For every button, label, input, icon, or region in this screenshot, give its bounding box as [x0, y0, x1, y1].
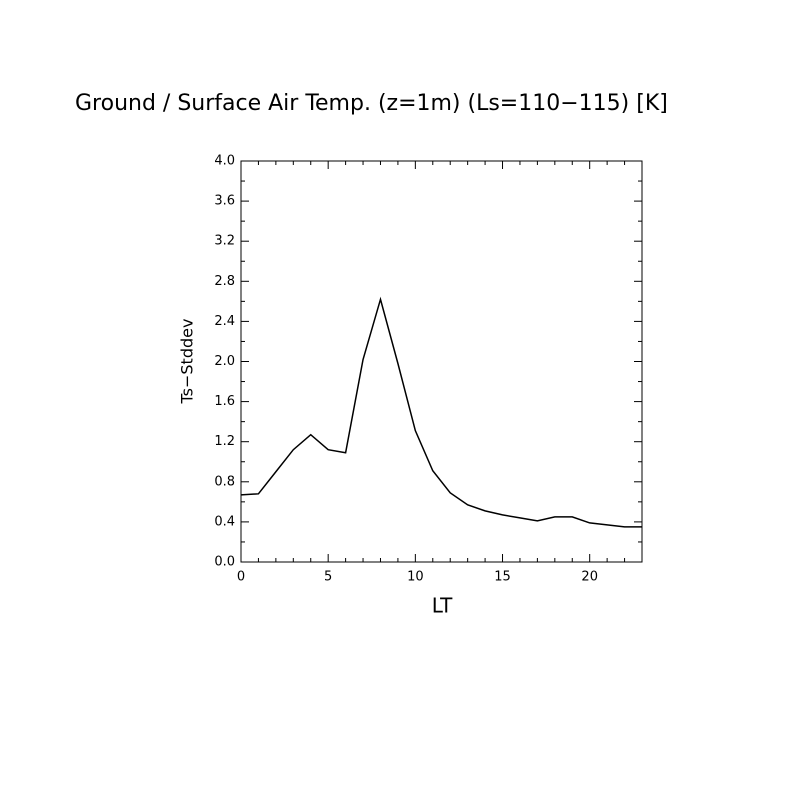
- x-tick-label: 10: [407, 570, 424, 585]
- y-tick-label: 3.2: [214, 234, 235, 249]
- x-tick-label: 15: [494, 570, 511, 585]
- y-tick-label: 4.0: [214, 154, 235, 169]
- y-tick-label: 1.6: [214, 394, 235, 409]
- chart-title: Ground / Surface Air Temp. (z=1m) (Ls=11…: [75, 91, 668, 116]
- x-tick-label: 5: [324, 570, 332, 585]
- y-tick-label: 2.0: [214, 354, 235, 369]
- y-axis-label: Ts−Stddev: [178, 319, 197, 405]
- y-tick-label: 0.8: [214, 474, 235, 489]
- data-line: [240, 296, 642, 528]
- y-tick-label: 0.4: [214, 514, 235, 529]
- y-tick-label: 2.4: [214, 314, 235, 329]
- y-tick-label: 1.2: [214, 434, 235, 449]
- x-tick-label: 0: [237, 570, 245, 585]
- x-axis-label: LT: [432, 594, 453, 618]
- y-tick-label: 2.8: [214, 274, 235, 289]
- x-tick-label: 20: [581, 570, 598, 585]
- y-tick-label: 0.0: [214, 555, 235, 570]
- y-tick-label: 3.6: [214, 194, 235, 209]
